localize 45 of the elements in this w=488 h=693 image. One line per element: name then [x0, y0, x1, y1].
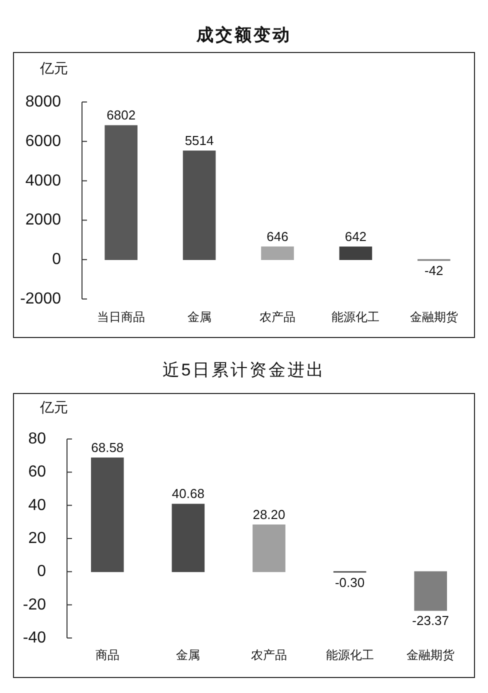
y-tick-label: 60 — [28, 464, 46, 481]
x-tick-label: 商品 — [95, 648, 120, 662]
y-tick-label: 8000 — [25, 94, 62, 110]
y-tick-label: 20 — [28, 530, 46, 547]
chart-title: 成交额变动 — [196, 26, 292, 44]
x-tick-label: 金融期货 — [406, 648, 455, 662]
y-axis-title: 亿元 — [39, 60, 68, 76]
data-label: 6802 — [106, 108, 136, 123]
data-label: -23.37 — [412, 613, 450, 628]
bar — [104, 125, 138, 260]
data-label: -42 — [424, 263, 444, 278]
y-tick-label: 80 — [28, 430, 46, 448]
bar — [172, 504, 205, 572]
x-tick-label: 金属 — [187, 310, 212, 324]
bar — [182, 150, 216, 260]
x-tick-label: 农产品 — [260, 310, 296, 324]
data-label: 40.68 — [172, 486, 204, 502]
data-label: 5514 — [184, 132, 214, 148]
y-tick-label: 2000 — [25, 212, 62, 229]
x-tick-label: 能源化工 — [332, 310, 380, 324]
y-tick-label: 6000 — [25, 132, 62, 150]
data-label: 642 — [344, 228, 367, 244]
bar — [252, 524, 286, 572]
x-tick-label: 农产品 — [251, 648, 287, 662]
data-label: 68.58 — [91, 440, 124, 455]
bar — [414, 571, 447, 611]
data-label: 646 — [266, 228, 288, 244]
y-tick-label: 40 — [28, 496, 46, 514]
data-label: 28.20 — [252, 506, 286, 522]
bar — [261, 246, 294, 260]
y-tick-label: -20 — [22, 596, 46, 614]
y-axis-title: 亿元 — [39, 399, 68, 415]
bar — [91, 458, 124, 572]
y-tick-label: 0 — [52, 251, 62, 268]
data-label: -0.30 — [334, 574, 365, 590]
chart-title: 近5日累计资金进出 — [162, 360, 326, 380]
bar — [339, 246, 372, 260]
y-tick-label: -40 — [22, 630, 46, 646]
y-tick-label: 4000 — [25, 172, 62, 190]
y-tick-label: -2000 — [20, 290, 62, 308]
y-tick-label: 0 — [37, 563, 46, 580]
x-tick-label: 能源化工 — [326, 648, 374, 662]
x-tick-label: 当日商品 — [97, 310, 146, 324]
x-tick-label: 金属 — [176, 648, 200, 662]
x-tick-label: 金融期货 — [410, 310, 458, 324]
